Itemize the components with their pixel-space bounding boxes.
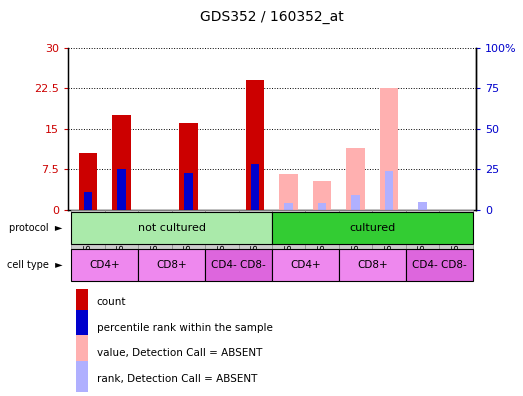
- Bar: [79, 153, 97, 210]
- Bar: [318, 204, 326, 210]
- Text: GSM4707: GSM4707: [117, 212, 126, 256]
- Text: GSM4710: GSM4710: [217, 212, 226, 256]
- Bar: [76, 361, 88, 396]
- Bar: [380, 88, 398, 210]
- Text: GSM4708: GSM4708: [151, 212, 160, 256]
- Bar: [238, 210, 272, 261]
- Bar: [179, 123, 198, 210]
- Bar: [346, 148, 365, 210]
- Text: CD8+: CD8+: [357, 260, 388, 270]
- Bar: [279, 174, 298, 210]
- Text: percentile rank within the sample: percentile rank within the sample: [97, 323, 272, 333]
- Text: protocol  ►: protocol ►: [9, 223, 63, 233]
- Bar: [117, 169, 126, 210]
- Text: GDS352 / 160352_at: GDS352 / 160352_at: [200, 10, 344, 24]
- Text: CD4+: CD4+: [89, 260, 120, 270]
- Bar: [71, 249, 138, 281]
- Bar: [385, 171, 393, 210]
- Bar: [71, 210, 105, 261]
- Text: GSM4775: GSM4775: [451, 212, 460, 256]
- Bar: [285, 204, 293, 210]
- Bar: [313, 181, 331, 210]
- Bar: [406, 249, 473, 281]
- Bar: [172, 210, 205, 261]
- Bar: [272, 249, 339, 281]
- Text: rank, Detection Call = ABSENT: rank, Detection Call = ABSENT: [97, 374, 257, 384]
- Bar: [251, 164, 259, 210]
- Bar: [184, 173, 192, 210]
- Bar: [71, 211, 272, 244]
- Text: CD4- CD8-: CD4- CD8-: [211, 260, 266, 270]
- Bar: [76, 310, 88, 346]
- Bar: [339, 210, 372, 261]
- Bar: [76, 335, 88, 371]
- Bar: [351, 195, 360, 210]
- Bar: [372, 210, 406, 261]
- Bar: [138, 210, 172, 261]
- Bar: [112, 115, 131, 210]
- Bar: [406, 210, 439, 261]
- Bar: [418, 202, 427, 210]
- Bar: [76, 284, 88, 320]
- Text: value, Detection Call = ABSENT: value, Detection Call = ABSENT: [97, 348, 262, 358]
- Text: GSM4757: GSM4757: [284, 212, 293, 256]
- Bar: [105, 210, 138, 261]
- Bar: [339, 249, 406, 281]
- Bar: [272, 211, 473, 244]
- Bar: [84, 192, 92, 210]
- Text: GSM4711: GSM4711: [251, 212, 260, 256]
- Text: GSM4709: GSM4709: [184, 212, 193, 256]
- Text: GSM4758: GSM4758: [317, 212, 327, 256]
- Text: CD4+: CD4+: [290, 260, 321, 270]
- Text: not cultured: not cultured: [138, 223, 206, 233]
- Text: CD8+: CD8+: [156, 260, 187, 270]
- Bar: [305, 210, 339, 261]
- Text: CD4- CD8-: CD4- CD8-: [412, 260, 467, 270]
- Bar: [246, 80, 265, 210]
- Text: GSM4773: GSM4773: [384, 212, 393, 256]
- Text: GSM4774: GSM4774: [418, 212, 427, 256]
- Bar: [439, 210, 473, 261]
- Bar: [205, 249, 272, 281]
- Text: GSM4697: GSM4697: [84, 212, 93, 256]
- Text: GSM4772: GSM4772: [351, 212, 360, 256]
- Text: cell type  ►: cell type ►: [7, 260, 63, 270]
- Bar: [138, 249, 205, 281]
- Bar: [272, 210, 305, 261]
- Text: cultured: cultured: [349, 223, 395, 233]
- Bar: [205, 210, 238, 261]
- Text: count: count: [97, 297, 126, 307]
